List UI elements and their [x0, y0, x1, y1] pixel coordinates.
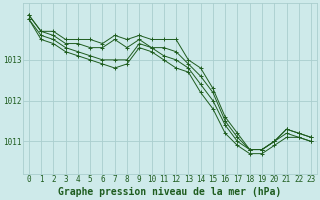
X-axis label: Graphe pression niveau de la mer (hPa): Graphe pression niveau de la mer (hPa) [58, 187, 282, 197]
